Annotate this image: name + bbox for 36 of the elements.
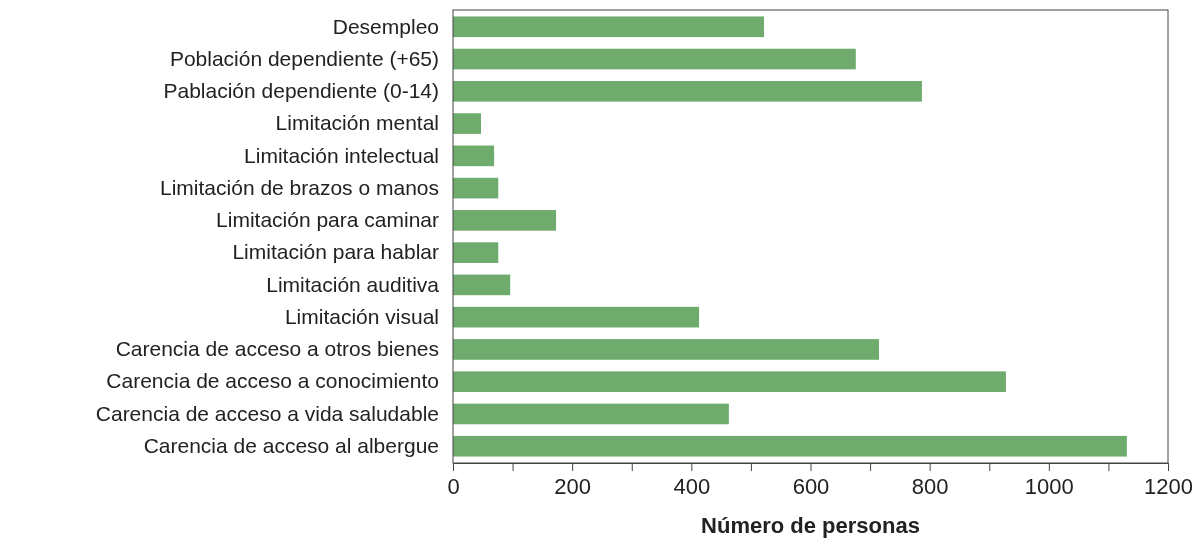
bar: [453, 435, 1127, 457]
bar: [453, 177, 499, 199]
x-tick-label: 1000: [1024, 473, 1074, 499]
bar: [453, 339, 880, 360]
bar: [453, 403, 729, 425]
x-tick-label: 800: [911, 473, 949, 499]
y-tick-label: Limitación mental: [275, 111, 439, 135]
bar: [453, 371, 1006, 393]
y-tick-label: Pablación dependiente (0-14): [163, 79, 439, 103]
y-tick-label: Limitación auditiva: [266, 272, 440, 296]
y-tick-label: Carencia de acceso a conocimiento: [106, 369, 439, 393]
y-tick-label: Carencia de acceso a vida saludable: [95, 401, 439, 425]
y-tick-label: Limitación intelectual: [244, 143, 439, 167]
x-tick-label: 0: [447, 473, 460, 499]
bar: [453, 80, 922, 102]
y-tick-label: Limitación de brazos o manos: [160, 175, 439, 199]
bar: [453, 16, 765, 38]
y-tick-label: Desempleo: [332, 14, 439, 38]
bar: [453, 242, 499, 263]
y-tick-label: Carencia de acceso a otros bienes: [115, 337, 439, 361]
bar: [453, 210, 557, 231]
y-tick-label: Limitación para caminar: [216, 208, 439, 232]
y-tick-label: Población dependiente (+65): [169, 46, 439, 70]
bar: [453, 113, 481, 134]
x-axis-title: Número de personas: [701, 513, 920, 538]
bar: [453, 306, 700, 328]
y-tick-label: Carencia de acceso al albergue: [143, 433, 439, 457]
y-tick-label: Limitación para hablar: [232, 240, 439, 264]
x-tick-label: 200: [554, 473, 592, 499]
bar: [453, 48, 856, 70]
x-tick-label: 400: [673, 473, 711, 499]
x-tick-label: 600: [792, 473, 830, 499]
bar: [453, 274, 511, 296]
x-tick-label: 1200: [1144, 473, 1193, 499]
y-tick-label: Limitación visual: [284, 304, 439, 328]
bar: [453, 145, 495, 167]
